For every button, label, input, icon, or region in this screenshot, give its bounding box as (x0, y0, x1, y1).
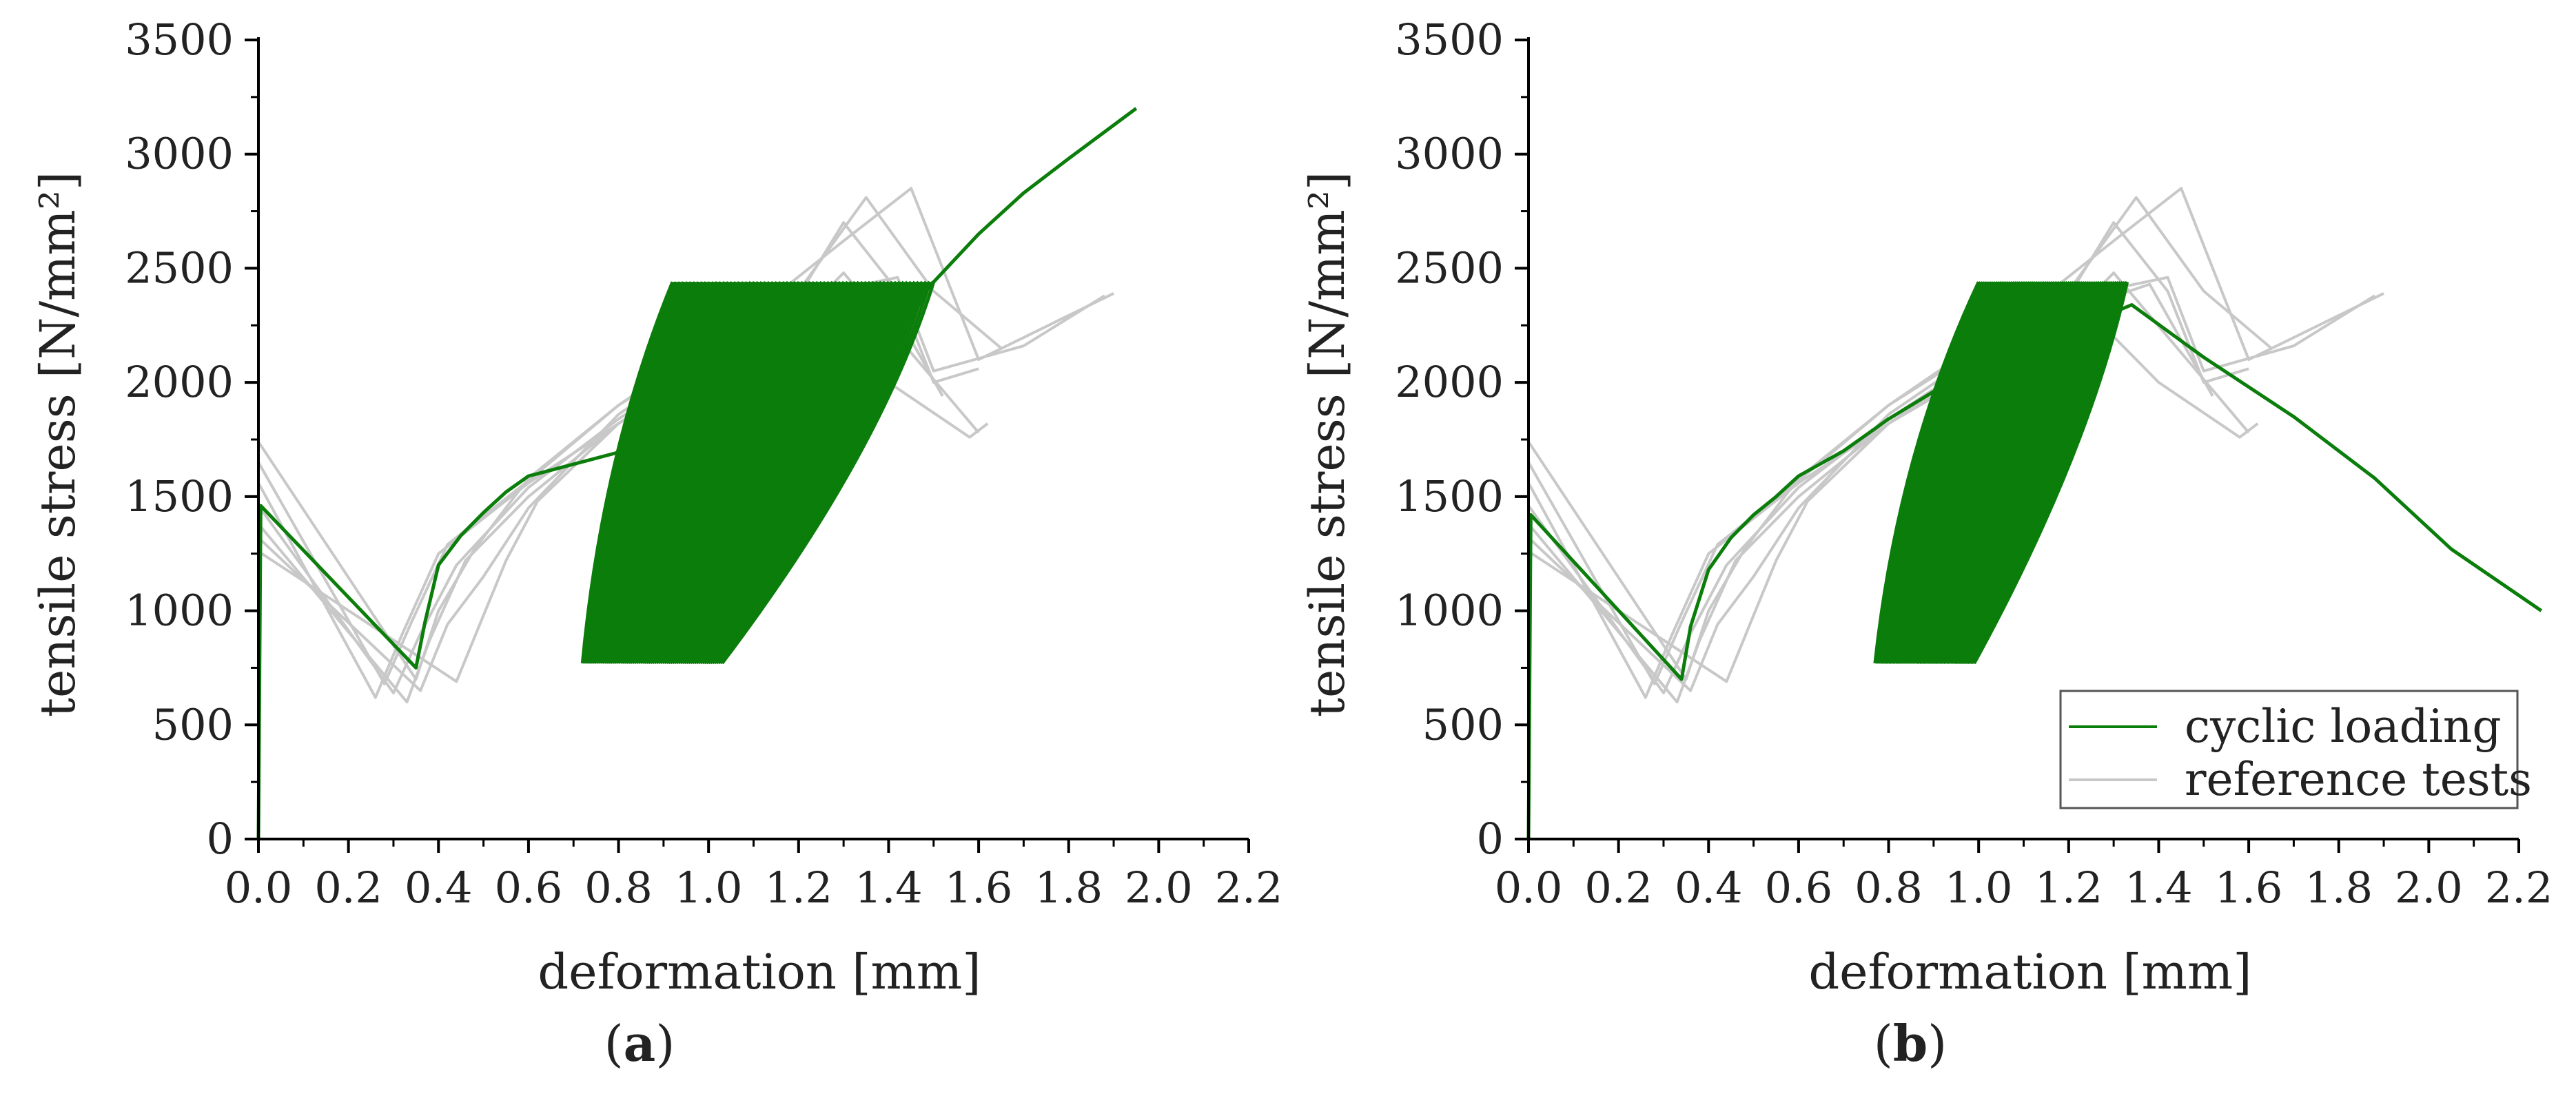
cyclic-envelope-line (1526, 303, 2543, 840)
y-axis-title-a: tensile stress [N/mm²] (30, 172, 86, 717)
y-tick-label: 1500 (125, 471, 234, 521)
cyclic-curve-b (1526, 280, 2543, 840)
x-tick-label: 1.4 (2125, 862, 2193, 913)
x-tick-label: 0.2 (314, 862, 382, 913)
cyclic-envelope-line (256, 107, 1138, 840)
legend-label-cyclic: cyclic loading (2185, 700, 2502, 753)
x-tick-label: 1.2 (2035, 862, 2103, 913)
y-tick-label: 0 (1477, 814, 1504, 864)
y-tick-label: 2500 (1395, 242, 1504, 293)
legend-box (2059, 690, 2519, 809)
x-tick-label: 1.8 (2304, 862, 2373, 913)
axes-b: 0.0 0.2 0.4 0.6 0.8 1.0 1.2 1.4 1.6 1.8 2.0 2.2 0 500… (1395, 14, 2553, 913)
panel-label-a: (a) (604, 1014, 675, 1073)
cyclic-unload-70 (720, 281, 936, 665)
y-tick-label: 500 (1422, 699, 1504, 749)
legend-label-reference: reference tests (2185, 753, 2532, 806)
y-tick-label: 1000 (125, 586, 234, 636)
x-tick-label: 0.6 (495, 862, 563, 913)
reference-curve-5 (257, 187, 1114, 681)
y-tick-label: 2500 (125, 242, 234, 293)
y-tick-label: 3000 (1395, 129, 1504, 179)
x-tick-label: 0.2 (1584, 862, 1653, 913)
x-tick-label: 1.2 (765, 862, 833, 913)
x-tick-label: 1.4 (855, 862, 923, 913)
y-axis-title-b: tensile stress [N/mm²] (1299, 172, 1356, 717)
x-tick-label: 2.0 (1125, 862, 1193, 913)
y-tick-label: 3000 (125, 129, 234, 179)
panel-b: 0.0 0.2 0.4 0.6 0.8 1.0 1.2 1.4 1.6 1.8 2.0 2.2 0 500… (1299, 14, 2553, 1073)
x-tick-label: 0.4 (1675, 862, 1743, 913)
legend: cyclic loading reference tests (2059, 690, 2532, 809)
x-tick-label: 2.2 (2485, 862, 2553, 913)
x-tick-label: 0.0 (1495, 862, 1563, 913)
x-tick-label: 0.8 (1854, 862, 1923, 913)
x-axis-title-a: deformation [mm] (538, 944, 981, 1000)
cyclic-loop-2 (584, 281, 682, 664)
x-tick-label: 0.6 (1765, 862, 1833, 913)
x-tick-label: 1.6 (945, 862, 1013, 913)
y-tick-label: 1000 (1395, 586, 1504, 636)
cyclic-unload-70 (1972, 281, 2129, 664)
panel-a: 0.0 0.2 0.4 0.6 0.8 1.0 1.2 1.4 1.6 1.8 2.0 2.2 0 500… (30, 14, 1282, 1073)
cyclic-band (582, 282, 934, 663)
x-tick-label: 1.0 (1945, 862, 2013, 913)
x-tick-label: 1.8 (1034, 862, 1103, 913)
y-tick-label: 3500 (125, 14, 234, 65)
x-tick-label: 0.0 (225, 862, 293, 913)
cyclic-band (1874, 282, 2127, 663)
panel-label-b: (b) (1874, 1014, 1948, 1073)
cyclic-unload-68 (716, 281, 928, 665)
cyclic-curve-a (256, 107, 1138, 840)
x-axis-title-b: deformation [mm] (1808, 944, 2251, 1000)
cyclic-loop-0 (580, 281, 675, 664)
y-tick-label: 3500 (1395, 14, 1504, 65)
x-tick-label: 2.0 (2395, 862, 2463, 913)
x-tick-label: 2.2 (1215, 862, 1283, 913)
cyclic-loop-1 (582, 281, 678, 664)
reference-curve-5 (1527, 187, 2384, 681)
x-tick-label: 0.8 (584, 862, 653, 913)
y-tick-label: 2000 (1395, 357, 1504, 407)
x-tick-label: 1.6 (2215, 862, 2283, 913)
cyclic-unload-69 (718, 281, 932, 665)
y-tick-label: 2000 (125, 357, 234, 407)
y-tick-label: 1500 (1395, 471, 1504, 521)
x-tick-label: 0.4 (405, 862, 473, 913)
x-tick-label: 1.0 (675, 862, 743, 913)
axes-a: 0.0 0.2 0.4 0.6 0.8 1.0 1.2 1.4 1.6 1.8 2.0 2.2 0 500… (125, 14, 1282, 913)
y-tick-label: 500 (152, 699, 234, 749)
y-tick-label: 0 (207, 814, 234, 864)
